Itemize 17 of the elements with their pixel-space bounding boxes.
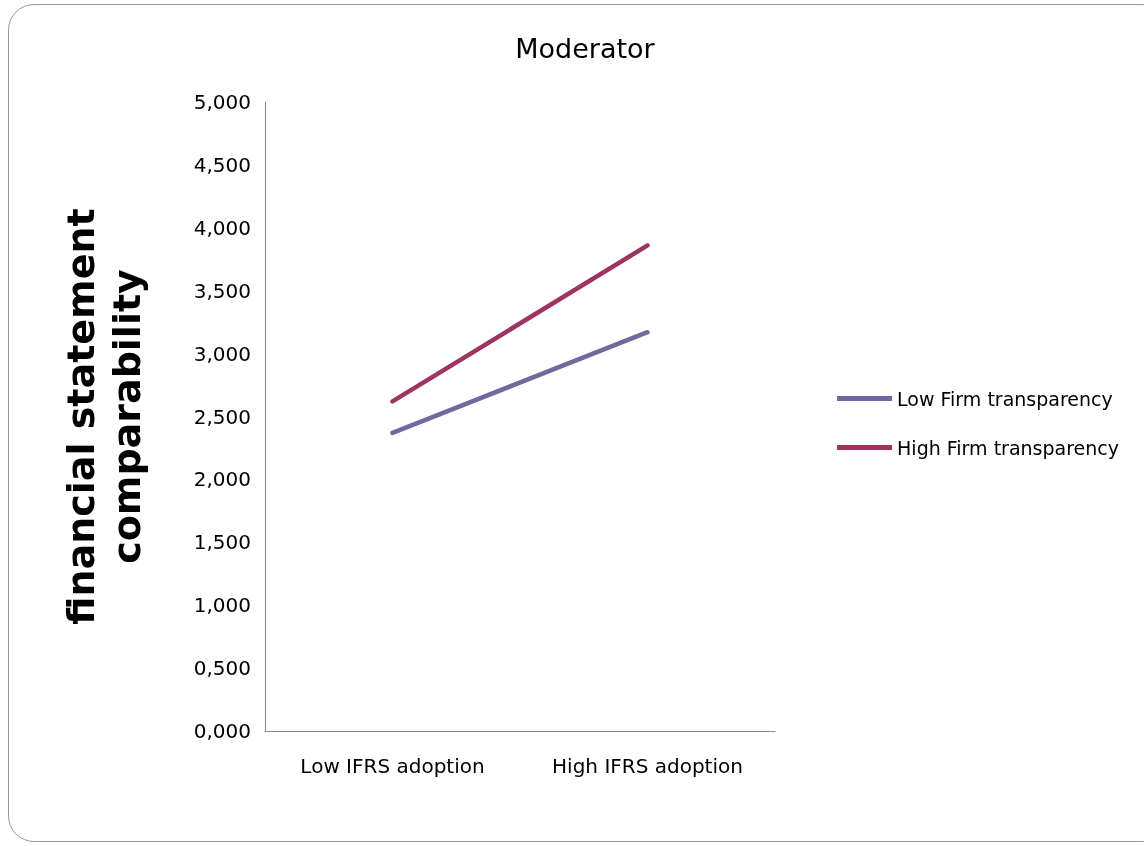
y-tick-label: 3,500 <box>193 278 251 303</box>
legend-label: Low Firm transparency <box>897 387 1113 410</box>
y-tick-label: 2,000 <box>193 467 251 492</box>
y-axis-title: financial statement comparability <box>59 208 149 625</box>
chart-title: Moderator <box>515 33 656 64</box>
y-tick-label: 0,000 <box>193 719 251 743</box>
y-tick-label: 4,000 <box>193 215 251 240</box>
y-tick-label: 3,000 <box>193 341 251 366</box>
x-tick-label: High IFRS adoption <box>552 754 743 778</box>
legend-label: High Firm transparency <box>897 436 1120 459</box>
y-tick-label: 2,500 <box>193 404 251 429</box>
y-tick-label: 1,500 <box>193 530 251 555</box>
y-tick-label: 5,000 <box>193 90 251 114</box>
y-tick-label: 0,500 <box>193 656 251 681</box>
y-tick-label: 4,500 <box>193 152 251 177</box>
y-tick-label: 1,000 <box>193 593 251 618</box>
x-tick-label: Low IFRS adoption <box>300 754 485 778</box>
